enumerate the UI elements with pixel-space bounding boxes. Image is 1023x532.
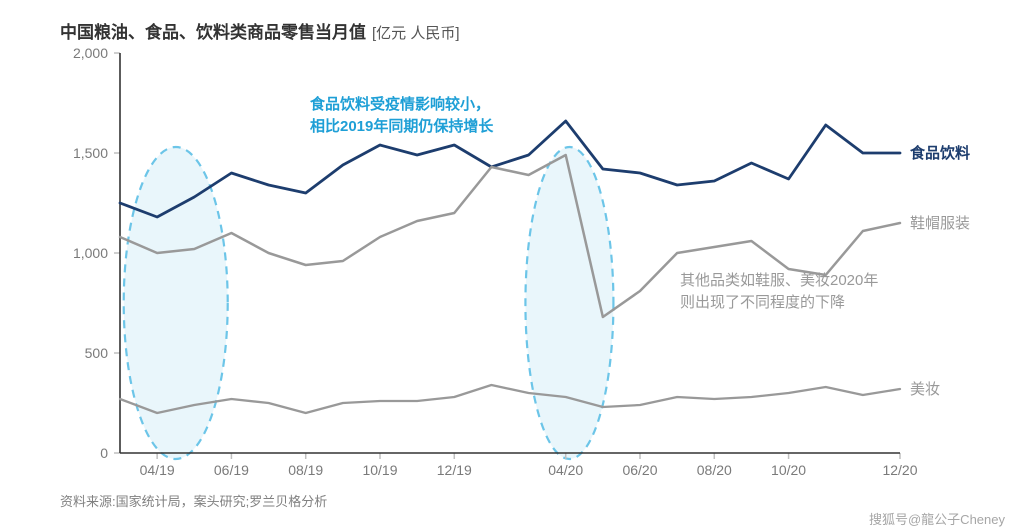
x-axis-label: 06/19 [214,462,249,478]
series-line-鞋帽服装 [120,155,900,317]
chart-source: 资料来源:国家统计局，案头研究;罗兰贝格分析 [60,491,993,510]
chart-area: 05001,0001,5002,00004/1906/1908/1910/191… [60,53,993,483]
annotation-a2-line1: 则出现了不同程度的下降 [680,294,845,311]
x-axis-label: 10/20 [771,462,806,478]
line-chart: 05001,0001,5002,00004/1906/1908/1910/191… [60,53,1000,483]
x-axis-label: 08/19 [288,462,323,478]
series-label-食品饮料: 食品饮料 [910,144,970,162]
watermark-text: 搜狐号@龍公子Cheney [869,509,1005,528]
x-axis-label: 08/20 [697,462,732,478]
x-axis-label: 10/19 [362,462,397,478]
chart-title-row: 中国粮油、食品、饮料类商品零售当月值 [亿元 人民币] [60,18,993,43]
x-axis-label: 12/20 [882,462,917,478]
chart-unit: [亿元 人民币] [372,22,460,43]
annotation-a2-line0: 其他品类如鞋服、美妆2020年 [680,272,878,289]
y-axis-label: 500 [85,345,109,361]
y-axis-label: 0 [100,445,108,461]
x-axis-label: 12/19 [437,462,472,478]
series-line-食品饮料 [120,121,900,217]
y-axis-label: 1,500 [73,145,108,161]
series-label-鞋帽服装: 鞋帽服装 [910,215,970,232]
y-axis-label: 2,000 [73,45,108,61]
annotation-a1-line0: 食品饮料受疫情影响较小， [310,95,490,113]
series-line-美妆 [120,385,900,413]
x-axis-label: 04/20 [548,462,583,478]
series-label-美妆: 美妆 [910,381,940,398]
annotation-a1-line1: 相比2019年同期仍保持增长 [310,117,494,135]
x-axis-label: 04/19 [140,462,175,478]
chart-title: 中国粮油、食品、饮料类商品零售当月值 [60,18,366,43]
x-axis-label: 06/20 [622,462,657,478]
highlight-ellipse-0 [124,147,228,459]
y-axis-label: 1,000 [73,245,108,261]
